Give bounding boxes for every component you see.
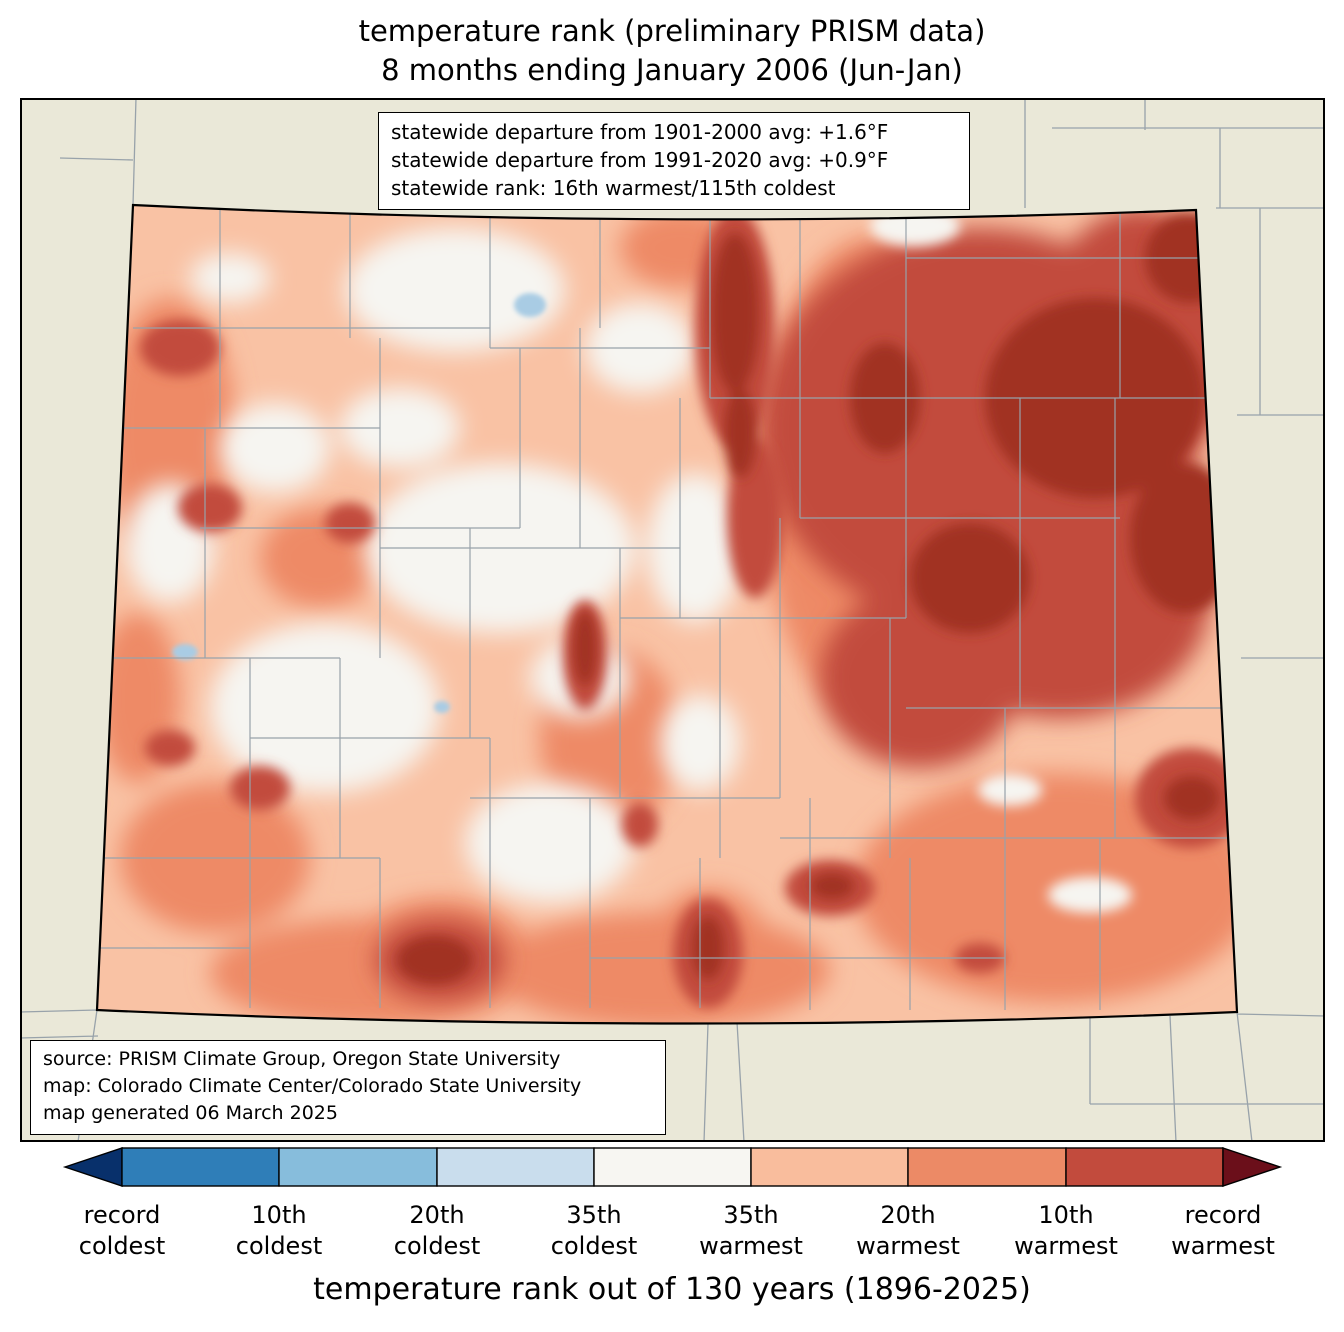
- colorbar-segment: [121, 1147, 280, 1187]
- colorado-rank-fills: [97, 205, 1237, 1024]
- colorbar-tick-record-warmest: record warmest: [1171, 1201, 1275, 1260]
- source-line-1: source: PRISM Climate Group, Oregon Stat…: [43, 1048, 561, 1070]
- page-title: temperature rank (preliminary PRISM data…: [0, 12, 1344, 90]
- colorbar-tick-35th-warmest: 35th warmest: [699, 1201, 803, 1260]
- cold-anomaly-spots: [172, 293, 546, 713]
- map-frame: [20, 98, 1325, 1142]
- stats-line-2: statewide departure from 1991-2020 avg: …: [391, 148, 889, 172]
- colorbar-left-arrow: [62, 1147, 123, 1187]
- stats-box: statewide departure from 1901-2000 avg: …: [378, 112, 970, 210]
- neighbor-state-boundaries: [20, 98, 1325, 1142]
- title-line-1: temperature rank (preliminary PRISM data…: [358, 14, 986, 48]
- source-box: source: PRISM Climate Group, Oregon Stat…: [30, 1040, 666, 1135]
- map-area: [20, 98, 1325, 1142]
- colorbar-tick-35th-coldest: 35th coldest: [550, 1201, 638, 1260]
- colorbar-tick-10th-warmest: 10th warmest: [1014, 1201, 1118, 1260]
- colorbar-tick-20th-warmest: 20th warmest: [856, 1201, 960, 1260]
- source-line-2: map: Colorado Climate Center/Colorado St…: [43, 1075, 582, 1097]
- source-line-3: map generated 06 March 2025: [43, 1102, 338, 1124]
- stats-line-1: statewide departure from 1901-2000 avg: …: [391, 120, 889, 144]
- colorbar-tick-labels: record coldest 10th coldest 20th coldest…: [0, 1200, 1344, 1264]
- colorbar-segment: [278, 1147, 438, 1187]
- colorbar: [62, 1147, 1283, 1187]
- title-line-2: 8 months ending January 2006 (Jun-Jan): [381, 53, 963, 87]
- colorbar-segment: [593, 1147, 752, 1187]
- colorbar-caption: temperature rank out of 130 years (1896-…: [313, 1272, 1031, 1307]
- colorbar-tick-10th-coldest: 10th coldest: [235, 1201, 323, 1260]
- colorbar-segment: [436, 1147, 595, 1187]
- colorado-state-border: [95, 203, 1239, 1025]
- record-warmest-layer: [397, 213, 1237, 984]
- county-boundaries: [97, 208, 1235, 1010]
- colorbar-segment: [750, 1147, 909, 1187]
- colorbar-segment: [1065, 1147, 1224, 1187]
- stats-line-3: statewide rank: 16th warmest/115th colde…: [391, 176, 836, 200]
- colorbar-tick-record-coldest: record coldest: [78, 1201, 166, 1260]
- colorbar-segment: [907, 1147, 1067, 1187]
- colorado-temperature-rank-map: [20, 98, 1325, 1142]
- colorbar-right-arrow: [1222, 1147, 1283, 1187]
- colorbar-tick-20th-coldest: 20th coldest: [393, 1201, 481, 1260]
